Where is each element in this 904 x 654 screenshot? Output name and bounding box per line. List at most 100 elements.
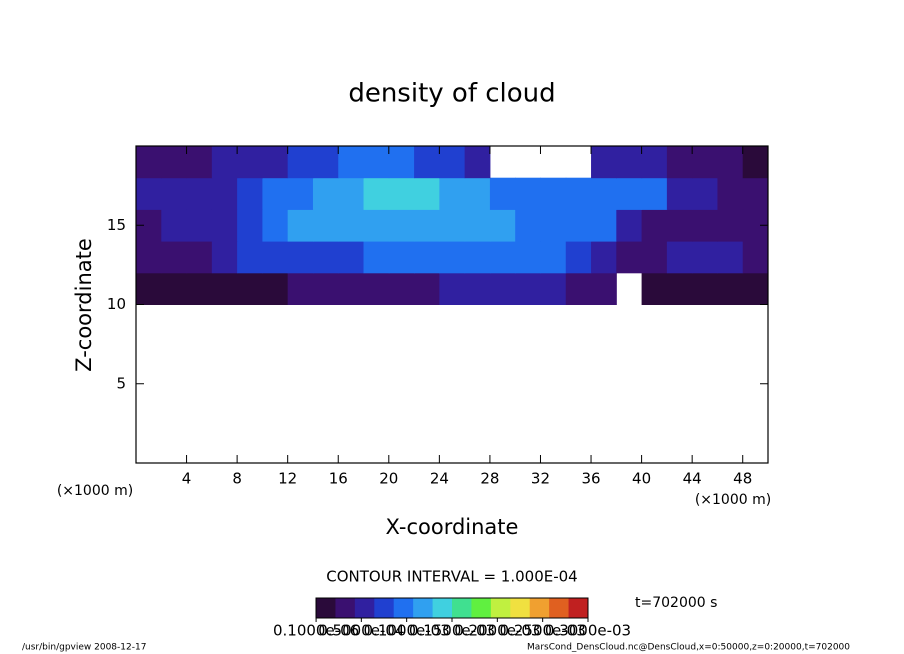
heat-cell: [211, 177, 238, 210]
heat-cell: [515, 272, 541, 305]
x-tick-label: 20: [379, 470, 398, 488]
heat-cell: [515, 177, 541, 210]
heat-cell: [388, 241, 415, 274]
heat-cell: [616, 209, 643, 242]
heat-cell: [591, 146, 617, 179]
footer-right: MarsCond_DensCloud.nc@DensCloud,x=0:5000…: [527, 643, 850, 653]
heat-cell: [692, 209, 718, 242]
heat-cell: [161, 177, 188, 210]
heat-cell: [489, 272, 516, 305]
colorbar-swatch: [335, 598, 356, 618]
colorbar-tick-label: 0.1500e-03: [409, 622, 495, 640]
heat-cell: [211, 272, 238, 305]
colorbar-swatch: [354, 598, 375, 618]
heat-cell: [717, 209, 744, 242]
heat-cell: [717, 272, 744, 305]
heat-cell: [439, 272, 466, 305]
heat-cell: [439, 177, 466, 210]
heat-cell: [338, 177, 365, 210]
colorbar-swatch: [452, 598, 472, 618]
heat-cell: [540, 177, 567, 210]
heat-cell: [388, 272, 415, 305]
colorbar-swatch: [432, 598, 453, 618]
heat-cell: [565, 209, 592, 242]
colorbar-swatch: [490, 598, 511, 618]
x-tick-label: 8: [232, 470, 242, 488]
heat-cell: [237, 209, 263, 242]
heat-cell: [666, 241, 693, 274]
heat-cell: [565, 177, 592, 210]
colorbar-swatch: [549, 598, 570, 618]
heat-cell: [641, 241, 668, 274]
heat-cell: [161, 272, 188, 305]
heat-cell: [287, 209, 314, 242]
heat-cell: [616, 177, 643, 210]
heat-cell: [489, 177, 516, 210]
colorbar-swatch: [510, 598, 531, 618]
heat-cell: [692, 177, 718, 210]
heat-cell: [237, 241, 263, 274]
heat-cell: [591, 241, 617, 274]
heat-cell: [540, 209, 567, 242]
x-tick-label: 32: [531, 470, 550, 488]
heat-cell: [363, 177, 390, 210]
heat-cell: [237, 146, 263, 179]
heat-cell: [489, 241, 516, 274]
heat-cell: [540, 272, 567, 305]
heat-cell: [287, 177, 314, 210]
heat-cell: [287, 241, 314, 274]
heat-cell: [717, 177, 744, 210]
heat-cell: [262, 272, 289, 305]
heat-cell: [136, 146, 162, 179]
heat-cell: [211, 209, 238, 242]
heat-cell: [211, 241, 238, 274]
heat-cell: [186, 177, 213, 210]
heat-cell: [616, 146, 643, 179]
x-unit-right: (×1000 m): [695, 492, 771, 508]
heat-cell: [363, 241, 390, 274]
y-tick-label: 15: [107, 216, 126, 234]
heat-cell: [312, 146, 339, 179]
heat-cell: [641, 209, 668, 242]
heat-cell: [464, 209, 491, 242]
footer-left: /usr/bin/gpview 2008-12-17: [22, 643, 146, 653]
heat-cell: [666, 209, 693, 242]
heat-cell: [363, 209, 390, 242]
colorbar-tick-label: 0.1000e-03: [364, 622, 450, 640]
colorbar-swatch: [374, 598, 395, 618]
heat-cell: [692, 241, 718, 274]
y-axis-label: Z-coordinate: [72, 238, 96, 372]
heat-cell: [464, 241, 491, 274]
heat-cell: [742, 146, 769, 179]
heat-cell: [237, 272, 263, 305]
heat-cell: [591, 177, 617, 210]
heat-cell: [666, 272, 693, 305]
heat-cell: [312, 272, 339, 305]
heat-cell: [312, 241, 339, 274]
heat-cell: [136, 177, 162, 210]
heat-cell: [464, 177, 491, 210]
heat-cell: [287, 146, 314, 179]
heat-cell: [388, 177, 415, 210]
heat-cell: [161, 209, 188, 242]
heat-cell: [591, 272, 617, 305]
heat-cell: [136, 241, 162, 274]
heat-cell: [666, 177, 693, 210]
heat-cell: [641, 177, 668, 210]
heat-cell: [565, 272, 592, 305]
heat-cell: [515, 209, 541, 242]
heat-cell: [237, 177, 263, 210]
colorbar-tick-label: 0.2500e-03: [500, 622, 586, 640]
colorbar-swatch: [316, 598, 336, 618]
heat-cell: [414, 177, 440, 210]
heat-cell: [439, 146, 466, 179]
colorbar-swatch: [413, 598, 434, 618]
heat-cell: [161, 241, 188, 274]
heat-cell: [717, 241, 744, 274]
heat-cell: [186, 209, 213, 242]
heat-cell: [515, 241, 541, 274]
heat-cell: [186, 146, 213, 179]
heat-cell: [262, 209, 289, 242]
